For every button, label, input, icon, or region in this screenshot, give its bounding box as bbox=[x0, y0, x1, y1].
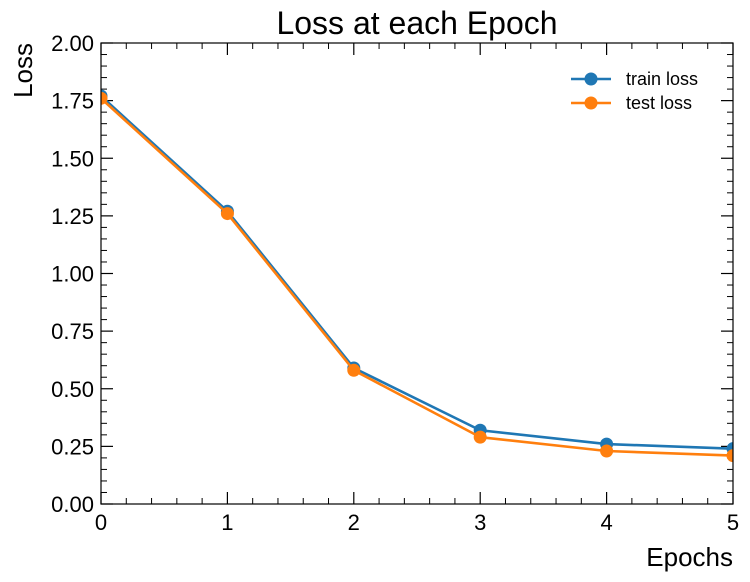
series-test-loss bbox=[101, 91, 733, 463]
legend-label: test loss bbox=[626, 93, 692, 113]
y-tick-labels: 0.00 0.25 0.50 0.75 1.00 1.25 1.50 1.75 2.00 bbox=[51, 31, 94, 517]
plot-frame bbox=[100, 42, 734, 505]
y-tick-label: 1.75 bbox=[51, 89, 94, 114]
series-line bbox=[101, 94, 733, 450]
series-line bbox=[101, 97, 733, 457]
legend-marker bbox=[584, 96, 598, 110]
legend-label: train loss bbox=[626, 69, 698, 89]
x-axis-label: Epochs bbox=[646, 542, 733, 572]
y-tick-label: 1.50 bbox=[51, 146, 94, 171]
data-point bbox=[726, 449, 733, 463]
x-tick-labels: 0 1 2 3 4 5 bbox=[95, 510, 739, 535]
x-tick-label: 5 bbox=[727, 510, 739, 535]
y-axis-label: Loss bbox=[8, 43, 38, 98]
x-tick-label: 0 bbox=[95, 510, 107, 535]
y-tick-label: 1.00 bbox=[51, 262, 94, 287]
y-tick-label: 0.00 bbox=[51, 492, 94, 517]
x-tick-label: 1 bbox=[221, 510, 233, 535]
series-train-loss bbox=[101, 89, 733, 456]
y-tick-label: 0.25 bbox=[51, 434, 94, 459]
data-point bbox=[600, 444, 614, 458]
y-tick-label: 2.00 bbox=[51, 31, 94, 56]
x-tick-label: 3 bbox=[474, 510, 486, 535]
legend-item: train loss bbox=[571, 69, 698, 89]
data-point bbox=[347, 363, 361, 377]
y-tick-label: 1.25 bbox=[51, 204, 94, 229]
chart-title: Loss at each Epoch bbox=[276, 5, 557, 41]
data-point bbox=[220, 207, 234, 221]
x-tick-label: 4 bbox=[600, 510, 612, 535]
series-layer bbox=[101, 89, 733, 463]
minor-ticks bbox=[101, 43, 733, 504]
x-tick-label: 2 bbox=[348, 510, 360, 535]
y-tick-label: 0.75 bbox=[51, 319, 94, 344]
data-point bbox=[473, 430, 487, 444]
data-point bbox=[101, 91, 108, 105]
legend-marker bbox=[584, 72, 598, 86]
y-tick-label: 0.50 bbox=[51, 377, 94, 402]
legend: train loss test loss bbox=[571, 69, 698, 113]
legend-item: test loss bbox=[571, 93, 692, 113]
